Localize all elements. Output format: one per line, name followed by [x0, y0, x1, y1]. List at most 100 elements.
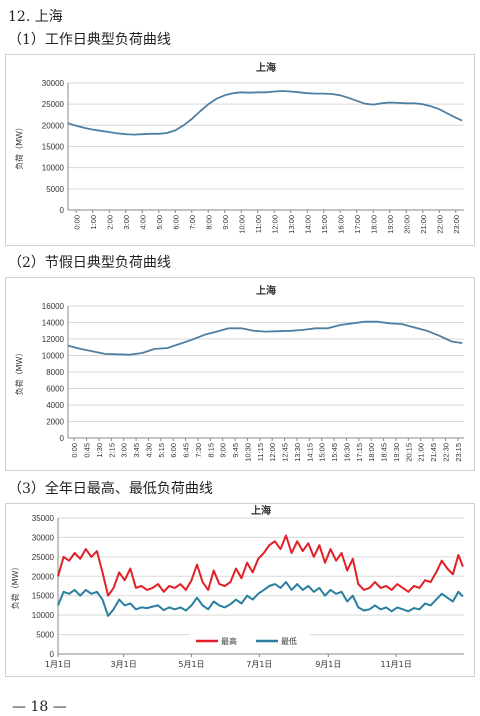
series-line-最低	[57, 581, 464, 617]
x-tick-label: 15:00	[320, 215, 329, 234]
x-tick-label: 2:15	[107, 443, 116, 458]
y-tick-label: 30000	[32, 533, 55, 542]
x-tick-label: 6:45	[182, 443, 191, 458]
y-tick-label: 0	[50, 650, 55, 659]
y-tick-label: 6000	[46, 385, 64, 394]
x-tick-label: 18:45	[380, 443, 389, 462]
x-tick-label: 16:30	[342, 443, 351, 462]
chart-2-heading: （2）节假日典型负荷曲线	[8, 255, 171, 271]
chart-title: 上海	[256, 61, 276, 74]
y-tick-label: 10000	[42, 352, 65, 361]
x-tick-label: 8:00	[204, 215, 213, 230]
y-tick-label: 15000	[32, 592, 55, 601]
x-tick-label: 5:00	[155, 215, 164, 230]
x-tick-label: 9月1日	[315, 660, 341, 669]
x-tick-label: 7:00	[188, 215, 197, 230]
x-tick-label: 5月1日	[178, 660, 204, 669]
x-tick-label: 3:00	[120, 443, 129, 458]
y-axis-label: 负荷（MW）	[14, 123, 24, 170]
x-tick-label: 17:00	[353, 215, 362, 234]
x-tick-label: 7:30	[194, 443, 203, 458]
y-tick-label: 8000	[46, 368, 64, 377]
chart-2-svg: 0 2000 4000 6000 8000 10000 12000 14000 16000 上海负…	[14, 284, 464, 462]
y-tick-label: 20000	[32, 572, 55, 581]
x-tick-label: 12:00	[270, 215, 279, 234]
chart-title: 上海	[256, 284, 276, 297]
y-tick-label: 4000	[46, 401, 64, 410]
x-tick-label: 20:00	[402, 215, 411, 234]
series-line-最高	[57, 534, 464, 597]
y-tick-label: 15000	[42, 143, 65, 152]
x-tick-label: 13:00	[287, 215, 296, 234]
x-tick-label: 1:00	[89, 215, 98, 230]
y-tick-label: 5000	[46, 185, 64, 194]
chart-3-svg: 0 5000 10000 15000 20000 25000 30000 35000 上海负荷（…	[10, 504, 464, 669]
chart-title: 上海	[251, 504, 271, 517]
x-tick-label: 4:30	[144, 443, 153, 458]
legend-label: 最高	[221, 636, 237, 646]
x-tick-label: 12:45	[281, 443, 290, 462]
x-tick-label: 19:30	[392, 443, 401, 462]
y-tick-label: 5000	[36, 631, 54, 640]
x-tick-label: 7月1日	[246, 660, 272, 669]
x-tick-label: 9:45	[231, 443, 240, 458]
x-tick-label: 0:00	[72, 215, 81, 230]
y-tick-label: 2000	[46, 418, 64, 427]
series-line-s0	[67, 90, 463, 136]
legend	[190, 634, 310, 648]
chart-3-panel: 0 5000 10000 15000 20000 25000 30000 35000 上海 负荷（…	[5, 503, 475, 677]
y-tick-label: 20000	[42, 121, 65, 130]
x-tick-label: 11:00	[254, 215, 263, 233]
x-tick-label: 18:00	[369, 215, 378, 234]
x-tick-label: 14:00	[303, 215, 312, 234]
chart-2-panel: 0 2000 4000 6000 8000 10000 12000 14000 16000 上海负…	[5, 277, 475, 471]
y-axis-label: 负荷（MW）	[14, 349, 24, 396]
section-title: 12. 上海	[8, 9, 63, 25]
x-tick-label: 3:00	[122, 215, 131, 230]
x-tick-label: 22:30	[441, 443, 450, 462]
y-tick-label: 10000	[42, 164, 65, 173]
y-axis-label: 负荷（MW）	[10, 563, 20, 610]
x-tick-label: 17:15	[355, 443, 364, 462]
x-tick-label: 9:00	[219, 443, 228, 458]
x-tick-label: 23:15	[454, 443, 463, 462]
x-tick-label: 21:45	[429, 443, 438, 462]
x-tick-label: 6:00	[169, 443, 178, 458]
x-tick-label: 21:00	[419, 215, 428, 234]
x-tick-label: 2:00	[105, 215, 114, 230]
chart-1-heading: （1）工作日典型负荷曲线	[8, 32, 171, 48]
x-tick-label: 10:00	[237, 215, 246, 234]
x-tick-label: 9:00	[221, 215, 230, 230]
x-tick-label: 11:15	[256, 443, 265, 461]
x-tick-label: 10:30	[243, 443, 252, 462]
x-tick-label: 15:00	[318, 443, 327, 462]
x-tick-label: 19:00	[386, 215, 395, 234]
y-tick-label: 0	[60, 206, 65, 215]
legend-label: 最低	[281, 636, 297, 646]
x-tick-label: 14:15	[305, 443, 314, 462]
x-tick-label: 12:00	[268, 443, 277, 462]
x-tick-label: 1月1日	[45, 660, 71, 669]
page-footer: — 18 —	[12, 699, 67, 715]
x-tick-label: 15:45	[330, 443, 339, 462]
x-tick-label: 11月1日	[381, 660, 412, 669]
x-tick-label: 4:00	[138, 215, 147, 230]
x-tick-label: 23:00	[452, 215, 461, 234]
x-tick-label: 8:15	[206, 443, 215, 458]
y-tick-label: 25000	[42, 100, 65, 109]
x-tick-label: 3月1日	[111, 660, 137, 669]
series-line-s0	[67, 320, 463, 356]
x-tick-label: 16:00	[336, 215, 345, 234]
x-tick-label: 1:30	[95, 443, 104, 458]
x-tick-label: 5:15	[157, 443, 166, 458]
x-tick-label: 21:00	[417, 443, 426, 462]
x-tick-label: 3:45	[132, 443, 141, 458]
y-tick-label: 16000	[42, 302, 65, 311]
x-tick-label: 6:00	[171, 215, 180, 230]
y-tick-label: 10000	[32, 611, 55, 620]
y-tick-label: 30000	[42, 79, 65, 88]
y-tick-label: 14000	[42, 319, 65, 328]
chart-1-panel: 0 5000 10000 15000 20000 25000 30000 上海负荷（MW） 0:…	[5, 54, 475, 246]
y-tick-label: 25000	[32, 553, 55, 562]
